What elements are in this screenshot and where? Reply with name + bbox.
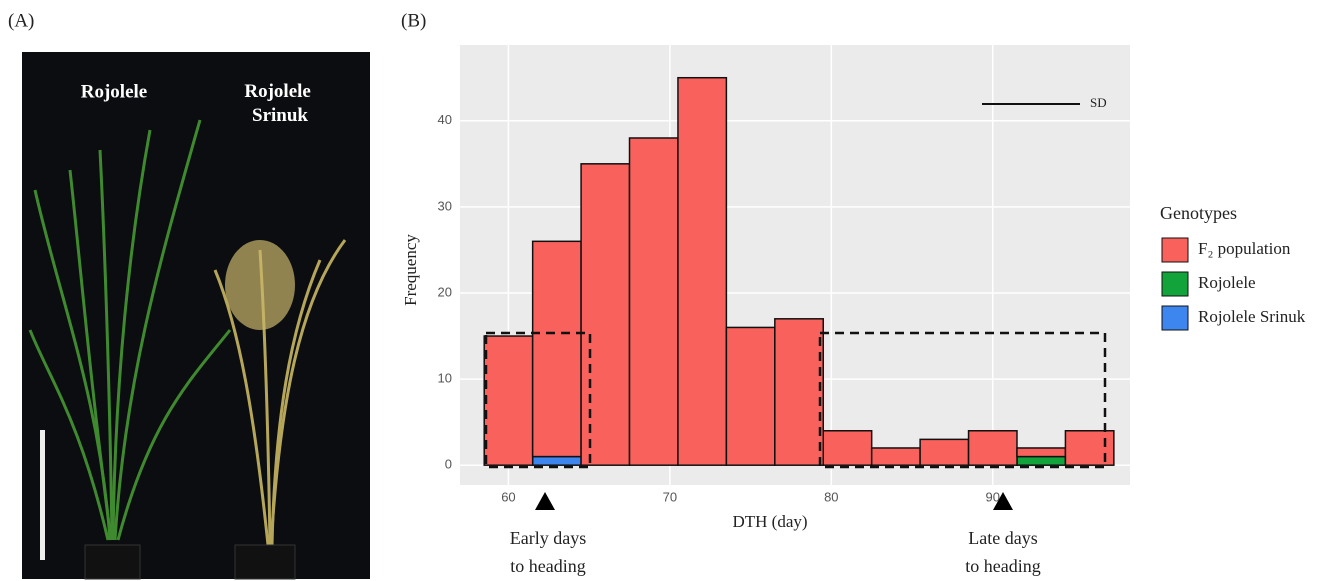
x-axis-label: DTH (day): [732, 512, 807, 531]
annotation: to heading: [510, 556, 585, 576]
panel-label: (B): [401, 10, 426, 31]
legend-key: [1161, 305, 1189, 331]
bar: [580, 163, 631, 466]
plant-label: Rojolele Srinuk: [244, 81, 315, 126]
arrow-marker: [535, 492, 555, 510]
bar: [1016, 447, 1067, 458]
bar: [531, 240, 582, 458]
x-tick-label: 90: [986, 489, 1000, 504]
legend: F₂ population Rojolele Rojolele Srinuk: [1161, 237, 1306, 331]
bar: [1064, 430, 1115, 466]
x-tick-label: 70: [663, 489, 677, 504]
y-tick-label: 0: [445, 457, 452, 472]
x-tick-label: 80: [824, 489, 838, 504]
annotation: to heading: [965, 556, 1040, 576]
right-plant: [213, 239, 347, 546]
y-tick-label: 20: [438, 284, 452, 299]
x-tick-label: 60: [501, 489, 515, 504]
bar: [774, 318, 825, 466]
y-axis-label: Frequency: [401, 234, 420, 306]
annotation: Early days: [510, 528, 586, 548]
bar: [967, 430, 1018, 466]
highlight-box: [818, 331, 1107, 469]
bar: [870, 447, 921, 466]
y-tick-label: 10: [438, 371, 452, 386]
highlight-box: [484, 331, 592, 469]
pot: [84, 544, 141, 580]
legend-label: F₂ population: [1198, 239, 1291, 258]
legend-key: [1161, 237, 1189, 263]
panicles: [225, 240, 295, 330]
bar: [677, 76, 728, 466]
plant-label: Rojolele: [81, 81, 147, 102]
photo: Rojolele Rojolele Srinuk: [22, 52, 370, 580]
legend-label: Rojolele Srinuk: [1198, 307, 1306, 326]
bar: [725, 326, 776, 466]
scale-bar: [40, 430, 45, 560]
legend-label: Rojolele: [1198, 273, 1256, 292]
bar: [822, 430, 873, 466]
bar: [531, 455, 582, 466]
left-plant: [28, 119, 232, 541]
photo-background: [22, 52, 370, 579]
legend-title: Genotypes: [1160, 203, 1237, 223]
y-tick-label: 40: [438, 112, 452, 127]
panel-label: (A): [8, 10, 34, 31]
bar: [483, 335, 534, 466]
y-tick-label: 30: [438, 198, 452, 213]
bar: [919, 438, 970, 466]
pot: [234, 544, 296, 580]
annotation: Late days: [968, 528, 1037, 548]
arrow-marker: [993, 492, 1013, 510]
sd-label: SD: [1090, 95, 1107, 110]
legend-key: [1161, 271, 1189, 297]
bar: [628, 137, 679, 466]
bar: [1016, 455, 1067, 466]
